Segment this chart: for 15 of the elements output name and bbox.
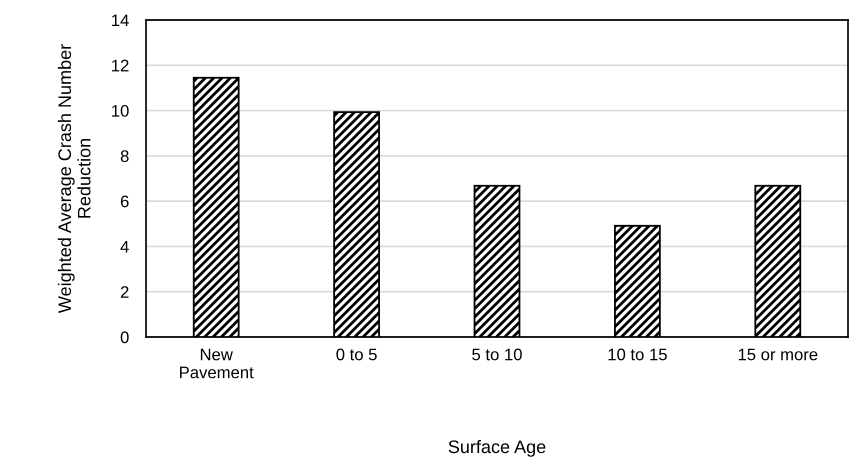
y-tick-label: 4 — [120, 241, 129, 252]
y-tick-label: 8 — [120, 150, 129, 162]
x-tick-label: 10 to 15 — [608, 348, 667, 360]
y-tick-label: 14 — [112, 14, 129, 26]
x-tick-label: New Pavement — [180, 348, 254, 378]
y-tick-label: 2 — [120, 286, 128, 298]
y-tick-label: 0 — [120, 331, 129, 344]
y-axis-title: Weighted Average Crash Number Reduction — [58, 44, 91, 314]
x-axis-title: Surface Age — [448, 440, 546, 457]
y-tick-label: 12 — [112, 60, 128, 72]
y-tick-label: 10 — [112, 104, 129, 117]
y-tick-label: 6 — [120, 196, 129, 208]
x-tick-label: 0 to 5 — [336, 348, 377, 360]
x-tick-label: 15 or more — [738, 348, 818, 360]
x-tick-label: 5 to 10 — [472, 348, 522, 360]
